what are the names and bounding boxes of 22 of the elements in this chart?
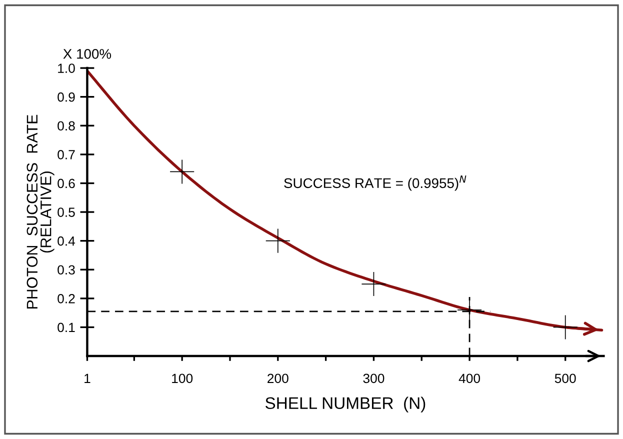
x-tick-label: 100 [172,374,193,384]
y-tick-label: 0.3 [58,265,75,275]
y-tick-label: 0.4 [58,236,76,246]
text: X 100% [63,48,112,59]
annotation: SUCCESS RATE = (0.9955)$^{N}$ [284,176,466,191]
y-tick-label: 1.0 [58,64,75,73]
x-tick-label: 400 [458,374,480,384]
point [553,315,578,340]
x-tick-label: 200 [268,374,288,384]
y-tick-label: 0.2 [58,294,75,304]
y-tick-label: 0.1 [58,322,75,332]
y-tick-label: 0.8 [58,121,75,131]
y-tick-label: 0.5 [58,208,75,217]
x-tick-label: 1 [84,374,90,383]
x-tick-label: 500 [554,374,576,384]
x-tick-label: 300 [363,374,384,384]
point [266,228,290,253]
y-tick-label: 0.6 [58,178,75,188]
y-axis-title: PHOTON SUCCESS RATE (RELATIVE) [26,114,54,309]
y-tick-label: 0.7 [58,150,75,160]
y-tick-label: 0.9 [58,92,75,102]
x-axis-title: SHELL NUMBER (N) [265,396,426,412]
